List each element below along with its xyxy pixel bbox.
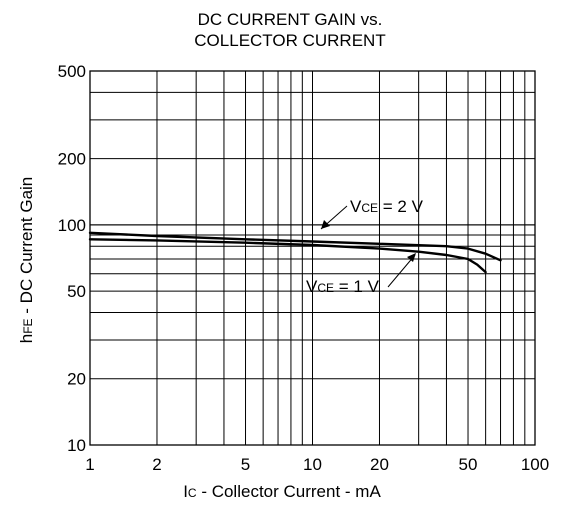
plot-frame bbox=[89, 70, 536, 446]
x-tick-label: 1 bbox=[85, 455, 94, 474]
series-group bbox=[88, 231, 502, 274]
x-label-rest: - Collector Current - mA bbox=[196, 482, 381, 501]
x-tick-label: 50 bbox=[459, 455, 478, 474]
y-tick-label: 100 bbox=[58, 216, 86, 235]
y-tick-label: 200 bbox=[58, 150, 86, 169]
x-label-main: I bbox=[183, 482, 188, 501]
annotation-vce-1v-leader bbox=[387, 254, 416, 288]
x-axis-label: IC - Collector Current - mA bbox=[0, 482, 564, 502]
chart-title-line2: COLLECTOR CURRENT bbox=[194, 31, 386, 50]
annotation-vce-2v: VCE = 2 V bbox=[350, 197, 424, 216]
y-tick-label: 50 bbox=[67, 282, 86, 301]
y-tick-label: 500 bbox=[58, 62, 86, 81]
annotation-vce-1v-arrow bbox=[407, 253, 416, 262]
x-tick-label: 2 bbox=[152, 455, 161, 474]
chart-title-line1: DC CURRENT GAIN vs. bbox=[197, 10, 383, 29]
x-tick-label: 20 bbox=[370, 455, 389, 474]
y-tick-label: 10 bbox=[67, 436, 86, 455]
grid bbox=[90, 71, 535, 445]
x-tick-label: 100 bbox=[521, 455, 549, 474]
x-tick-label: 5 bbox=[241, 455, 250, 474]
tick-labels: 1 2 5 10 20 50 100 10 20 50 100 200 500 bbox=[58, 62, 550, 474]
y-tick-label: 20 bbox=[67, 370, 86, 389]
annotation-vce-2v-arrow bbox=[321, 220, 330, 229]
x-label-sub: C bbox=[187, 486, 197, 500]
series-line-1 bbox=[88, 231, 502, 262]
x-tick-label: 10 bbox=[303, 455, 322, 474]
annotation-vce-1v: VCE = 1 V bbox=[306, 277, 380, 296]
series-line-2 bbox=[88, 238, 487, 274]
